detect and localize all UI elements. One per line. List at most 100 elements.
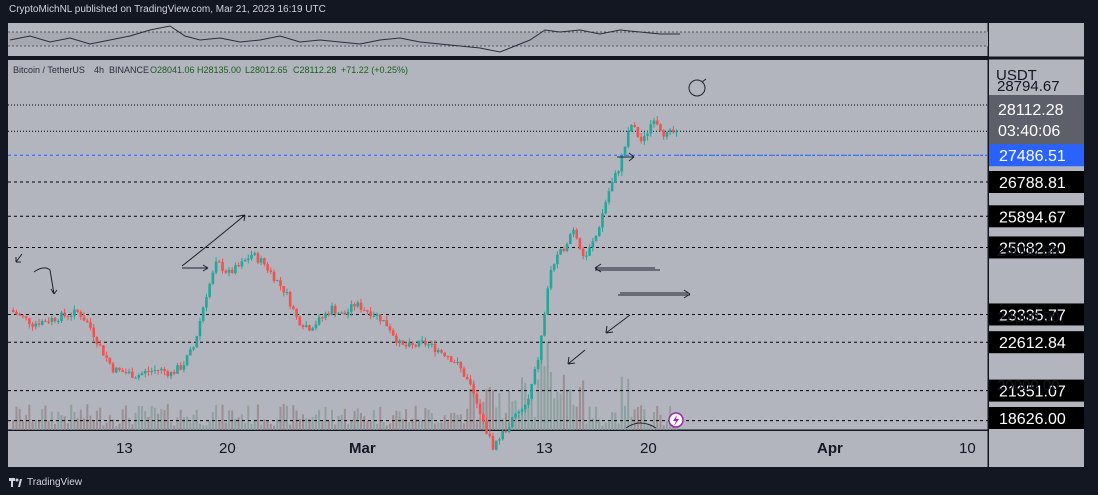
candle-body [379, 314, 382, 322]
tradingview-logo-icon[interactable] [9, 478, 23, 488]
candle-body [79, 311, 83, 317]
volume-bar [578, 387, 581, 430]
volume-bar [372, 410, 375, 430]
candle-body [362, 310, 366, 312]
candle-body [540, 335, 543, 360]
circle-annotation [701, 78, 707, 83]
candle-body [601, 213, 604, 228]
candle-body [163, 368, 166, 372]
candle-body [279, 280, 282, 287]
candle-body [269, 270, 273, 272]
arrow-annotation [15, 253, 23, 263]
volume-bar [202, 425, 205, 430]
candle-body [11, 310, 15, 313]
candle-body [456, 361, 459, 364]
volume-bar [92, 420, 95, 430]
candle-body [40, 320, 44, 325]
candle-body [237, 265, 240, 267]
volume-bar [166, 404, 169, 430]
price-tick: 20000.00 [997, 377, 1060, 394]
volume-bar [640, 405, 643, 430]
volume-bar [305, 418, 308, 430]
volume-bar [366, 420, 369, 430]
candle-body [137, 375, 141, 378]
candle-body [636, 126, 640, 137]
candle-body [546, 288, 550, 315]
volume-bar [179, 409, 182, 430]
symbol-interval[interactable]: 4h [94, 65, 104, 75]
volume-bar [488, 387, 491, 430]
tradingview-brand[interactable]: TradingView [27, 477, 83, 488]
volume-bar [559, 394, 562, 430]
volume-bar [636, 406, 639, 430]
volume-bar [108, 415, 111, 430]
volume-bar [479, 417, 482, 430]
volume-bar [102, 425, 105, 430]
volume-bar [649, 424, 652, 430]
candle-body [565, 243, 569, 251]
candle-body [430, 343, 434, 345]
level-price-label-bg [989, 144, 1084, 167]
currency-label[interactable]: USDT [996, 67, 1037, 84]
arrow-annotation [594, 263, 660, 273]
level-price-label: 27486.51 [999, 148, 1066, 165]
arrow-annotation [618, 289, 691, 299]
volume-bar [546, 341, 549, 430]
candle-body [172, 372, 176, 374]
arrow-annotation [605, 314, 631, 334]
candle-body [218, 261, 221, 263]
candle-body [224, 270, 228, 273]
volume-bar [192, 414, 195, 430]
volume-bar [627, 378, 630, 430]
volume-bar [173, 425, 176, 430]
volume-bar [653, 412, 655, 430]
level-price-label-bg [989, 236, 1084, 259]
volume-bar [446, 422, 449, 430]
candle-body [372, 315, 376, 317]
candle-body [449, 356, 453, 362]
candle-body [610, 182, 614, 192]
candle-body [214, 261, 218, 273]
volume-bar [253, 420, 256, 430]
volume-bar [131, 424, 134, 430]
candle-body [127, 371, 131, 374]
volume-bar [401, 418, 404, 430]
volume-bar [44, 405, 47, 430]
volume-bar [144, 411, 147, 430]
candle-body [626, 131, 630, 147]
candle-body [66, 316, 70, 318]
symbol-exchange[interactable]: BINANCE [109, 65, 149, 75]
candle-body [292, 306, 295, 309]
candle-body [617, 171, 620, 174]
symbol-name[interactable]: Bitcoin / TetherUS [13, 65, 85, 75]
candle-body [102, 345, 105, 356]
volume-bar [314, 414, 317, 430]
volume-bar [456, 414, 459, 430]
level-price-label: 23335.77 [999, 307, 1066, 324]
candle-body [324, 313, 327, 319]
candle-body [282, 286, 285, 293]
arrow-annotation [617, 152, 635, 162]
volume-bar [350, 420, 353, 430]
candle-body [108, 357, 112, 364]
bar-countdown: 03:40:06 [998, 123, 1060, 140]
candle-body [475, 393, 479, 404]
volume-bar [128, 418, 131, 430]
candle-body [327, 313, 331, 315]
volume-bar [79, 409, 82, 430]
candle-body [266, 264, 269, 271]
volume-bar [633, 409, 636, 430]
candle-body [18, 314, 21, 316]
volume-bar [221, 404, 224, 430]
volume-bar [450, 413, 453, 430]
candle-body [95, 336, 99, 345]
level-label-layer: 27486.51 26788.81 25894.67 25082.20 23335.77… [989, 144, 1084, 429]
volume-bar [575, 406, 578, 430]
candle-body [630, 125, 633, 132]
candle-body [246, 258, 250, 260]
volume-bar [157, 413, 160, 430]
candle-body [562, 248, 566, 251]
candle-body [388, 326, 392, 331]
volume-bar [543, 365, 546, 430]
